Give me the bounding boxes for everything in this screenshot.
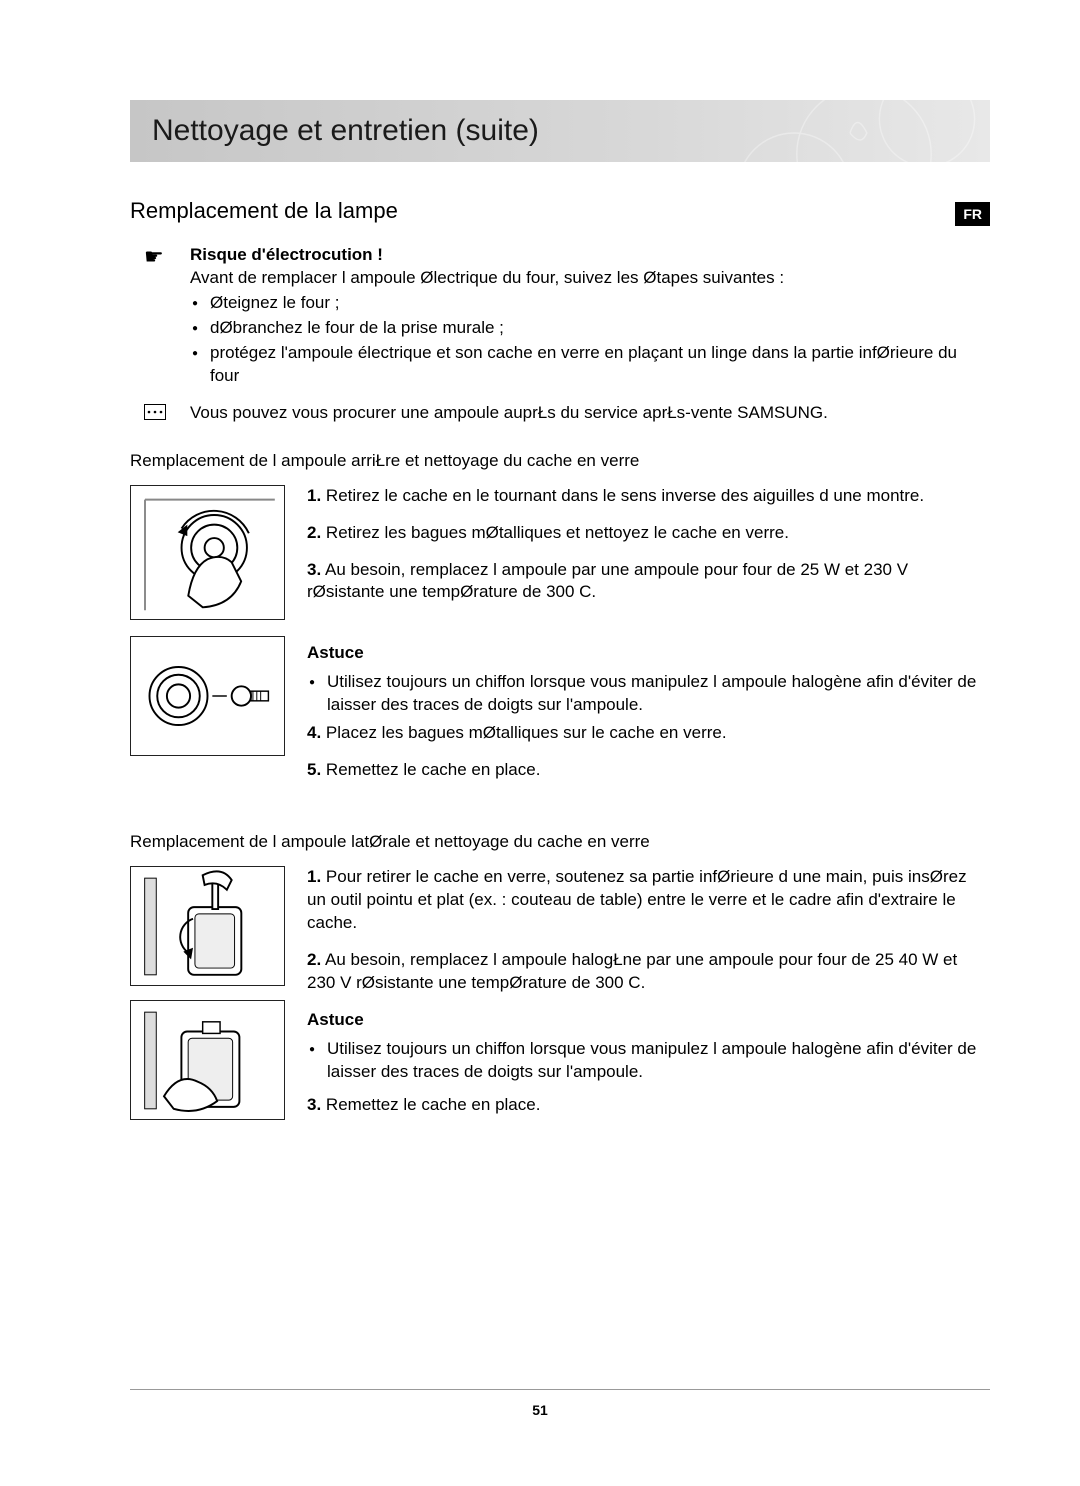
list-item: 2. Au besoin, remplacez l ampoule halogŁ…	[307, 949, 990, 995]
warning-title: Risque d'électrocution !	[190, 244, 990, 267]
figure-bulb-parts	[130, 636, 285, 756]
banner: Nettoyage et entretien (suite)	[130, 100, 990, 162]
tip-bullet: Utilisez toujours un chiffon lorsque vou…	[307, 671, 990, 717]
step-number: 5.	[307, 760, 321, 779]
step-text: Retirez le cache en le tournant dans le …	[326, 486, 924, 505]
page-number: 51	[0, 1402, 1080, 1418]
figure-column	[130, 866, 285, 1130]
page: Nettoyage et entretien (suite) Remplacem…	[0, 0, 1080, 1207]
warning-bullet: protégez l'ampoule électrique et son cac…	[190, 342, 990, 388]
tip-bullets: Utilisez toujours un chiffon lorsque vou…	[307, 1038, 990, 1084]
language-badge: FR	[955, 202, 990, 226]
step-text: Remettez le cache en place.	[326, 1095, 541, 1114]
banner-decoration	[710, 100, 990, 162]
tip-bullet: Utilisez toujours un chiffon lorsque vou…	[307, 1038, 990, 1084]
note-icon	[144, 402, 168, 425]
figure-side-cover-remove	[130, 866, 285, 986]
tip-bullets: Utilisez toujours un chiffon lorsque vou…	[307, 671, 990, 717]
list-item: 1. Pour retirer le cache en verre, soute…	[307, 866, 990, 935]
warning-bullets: Øteignez le four ; dØbranchez le four de…	[190, 292, 990, 388]
list-item: 5. Remettez le cache en place.	[307, 759, 990, 782]
footer-rule	[130, 1389, 990, 1390]
warning-bullet: Øteignez le four ;	[190, 292, 990, 315]
tip-label: Astuce	[307, 642, 990, 665]
warning-intro: Avant de remplacer l ampoule Ølectrique …	[190, 267, 990, 290]
list-item: 3. Remettez le cache en place.	[307, 1094, 990, 1117]
section-b-text: 1. Pour retirer le cache en verre, soute…	[307, 866, 990, 1130]
figure-column	[130, 485, 285, 620]
section-b-block: 1. Pour retirer le cache en verre, soute…	[130, 866, 990, 1130]
step-number: 4.	[307, 723, 321, 742]
list-item: 2. Retirez les bagues mØtalliques et net…	[307, 522, 990, 545]
section-a-block-2: Astuce Utilisez toujours un chiffon lors…	[130, 636, 990, 797]
figure-rear-bulb-remove	[130, 485, 285, 620]
step-text: Retirez les bagues mØtalliques et nettoy…	[326, 523, 789, 542]
pointing-hand-icon: ☛	[144, 244, 168, 268]
step-text: Au besoin, remplacez l ampoule par une a…	[307, 560, 908, 602]
step-number: 1.	[307, 486, 321, 505]
list-item: 3. Au besoin, remplacez l ampoule par un…	[307, 559, 990, 605]
figure-column	[130, 636, 285, 797]
note-block: Vous pouvez vous procurer une ampoule au…	[130, 402, 990, 425]
warning-block: ☛ Risque d'électrocution ! Avant de remp…	[130, 244, 990, 390]
note-text: Vous pouvez vous procurer une ampoule au…	[190, 402, 990, 425]
step-number: 3.	[307, 1095, 321, 1114]
tip-label: Astuce	[307, 1009, 990, 1032]
subheading-row: Remplacement de la lampe FR	[130, 198, 990, 226]
step-number: 2.	[307, 950, 321, 969]
step-text: Au besoin, remplacez l ampoule halogŁne …	[307, 950, 957, 992]
section-a-text-1: 1. Retirez le cache en le tournant dans …	[307, 485, 990, 620]
list-item: 1. Retirez le cache en le tournant dans …	[307, 485, 990, 508]
list-item: 4. Placez les bagues mØtalliques sur le …	[307, 722, 990, 745]
warning-body: Risque d'électrocution ! Avant de rempla…	[190, 244, 990, 390]
warning-bullet: dØbranchez le four de la prise murale ;	[190, 317, 990, 340]
step-text: Pour retirer le cache en verre, soutenez…	[307, 867, 967, 932]
step-text: Remettez le cache en place.	[326, 760, 541, 779]
step-number: 2.	[307, 523, 321, 542]
step-number: 3.	[307, 560, 321, 579]
section-a-text-2: Astuce Utilisez toujours un chiffon lors…	[307, 636, 990, 797]
section-b-label: Remplacement de l ampoule latØrale et ne…	[130, 832, 990, 852]
figure-side-cover-hold	[130, 1000, 285, 1120]
step-text: Placez les bagues mØtalliques sur le cac…	[326, 723, 727, 742]
section-a-label: Remplacement de l ampoule arriŁre et net…	[130, 451, 990, 471]
section-subheading: Remplacement de la lampe	[130, 198, 398, 224]
section-a-block-1: 1. Retirez le cache en le tournant dans …	[130, 485, 990, 620]
step-number: 1.	[307, 867, 321, 886]
